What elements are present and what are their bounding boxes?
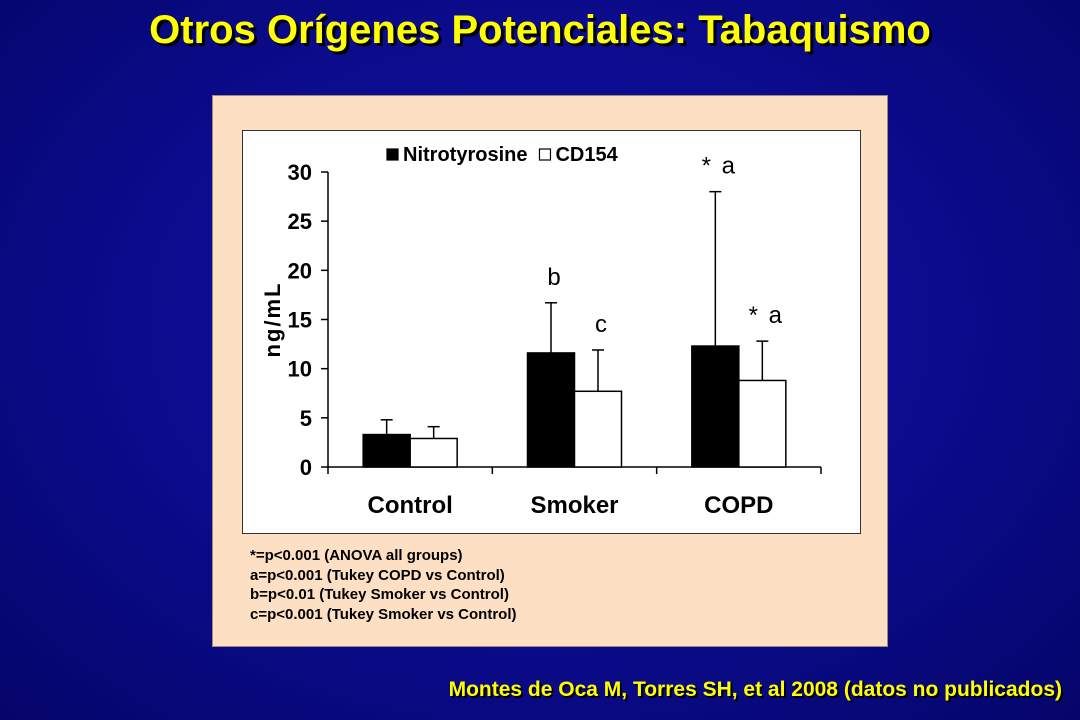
bar-chart: 0 5 10 15 20 25 30 ng/mL Control b c Smoker * a * a CO… bbox=[260, 144, 822, 519]
y-axis-label: ng/mL bbox=[260, 282, 285, 358]
slide-title: Otros Orígenes Potenciales: Tabaquismo bbox=[149, 8, 931, 52]
y-tick-label: 10 bbox=[288, 357, 312, 382]
citation: Montes de Oca M, Torres SH, et al 2008 (… bbox=[448, 678, 1062, 701]
chart-area: 0 5 10 15 20 25 30 ng/mL Control b c Smoker * a * a CO… bbox=[242, 130, 861, 534]
x-category-label: Smoker bbox=[530, 492, 618, 519]
y-tick-label: 30 bbox=[288, 160, 312, 185]
bar-nitrotyrosine-smoker bbox=[526, 352, 576, 468]
note-c: c=p<0.001 (Tukey Smoker vs Control) bbox=[250, 605, 517, 623]
y-tick-label: 20 bbox=[288, 258, 312, 283]
bar-cd154-copd bbox=[738, 379, 787, 468]
bar-nitrotyrosine-control bbox=[362, 433, 411, 468]
legend-label-nitrotyrosine: Nitrotyrosine bbox=[403, 144, 527, 166]
y-tick-label: 15 bbox=[288, 308, 312, 333]
significance-label: * a bbox=[702, 153, 737, 180]
legend-label-cd154: CD154 bbox=[555, 144, 618, 166]
significance-label: b bbox=[547, 264, 562, 291]
legend-swatch-nitrotyrosine bbox=[386, 148, 399, 161]
bar-nitrotyrosine-copd bbox=[691, 345, 740, 468]
legend-swatch-cd154 bbox=[538, 148, 552, 161]
note-b: b=p<0.01 (Tukey Smoker vs Control) bbox=[250, 586, 509, 603]
bar-cd154-control bbox=[409, 437, 458, 468]
y-tick-label: 5 bbox=[300, 406, 312, 431]
note-a: a=p<0.001 (Tukey COPD vs Control) bbox=[250, 566, 505, 584]
significance-label: c bbox=[595, 311, 609, 338]
statistics-notes: *=p<0.001 (ANOVA all groups) a=p<0.001 (… bbox=[250, 546, 517, 624]
y-tick-label: 0 bbox=[300, 455, 312, 480]
x-category-label: COPD bbox=[704, 492, 773, 519]
chart-panel: 0 5 10 15 20 25 30 ng/mL Control b c Smoker * a * a CO… bbox=[212, 95, 888, 647]
y-tick-label: 25 bbox=[288, 209, 312, 234]
significance-label: * a bbox=[749, 302, 784, 329]
bar-cd154-smoker bbox=[573, 390, 623, 468]
x-category-label: Control bbox=[368, 492, 453, 519]
note-anova: *=p<0.001 (ANOVA all groups) bbox=[250, 547, 463, 564]
